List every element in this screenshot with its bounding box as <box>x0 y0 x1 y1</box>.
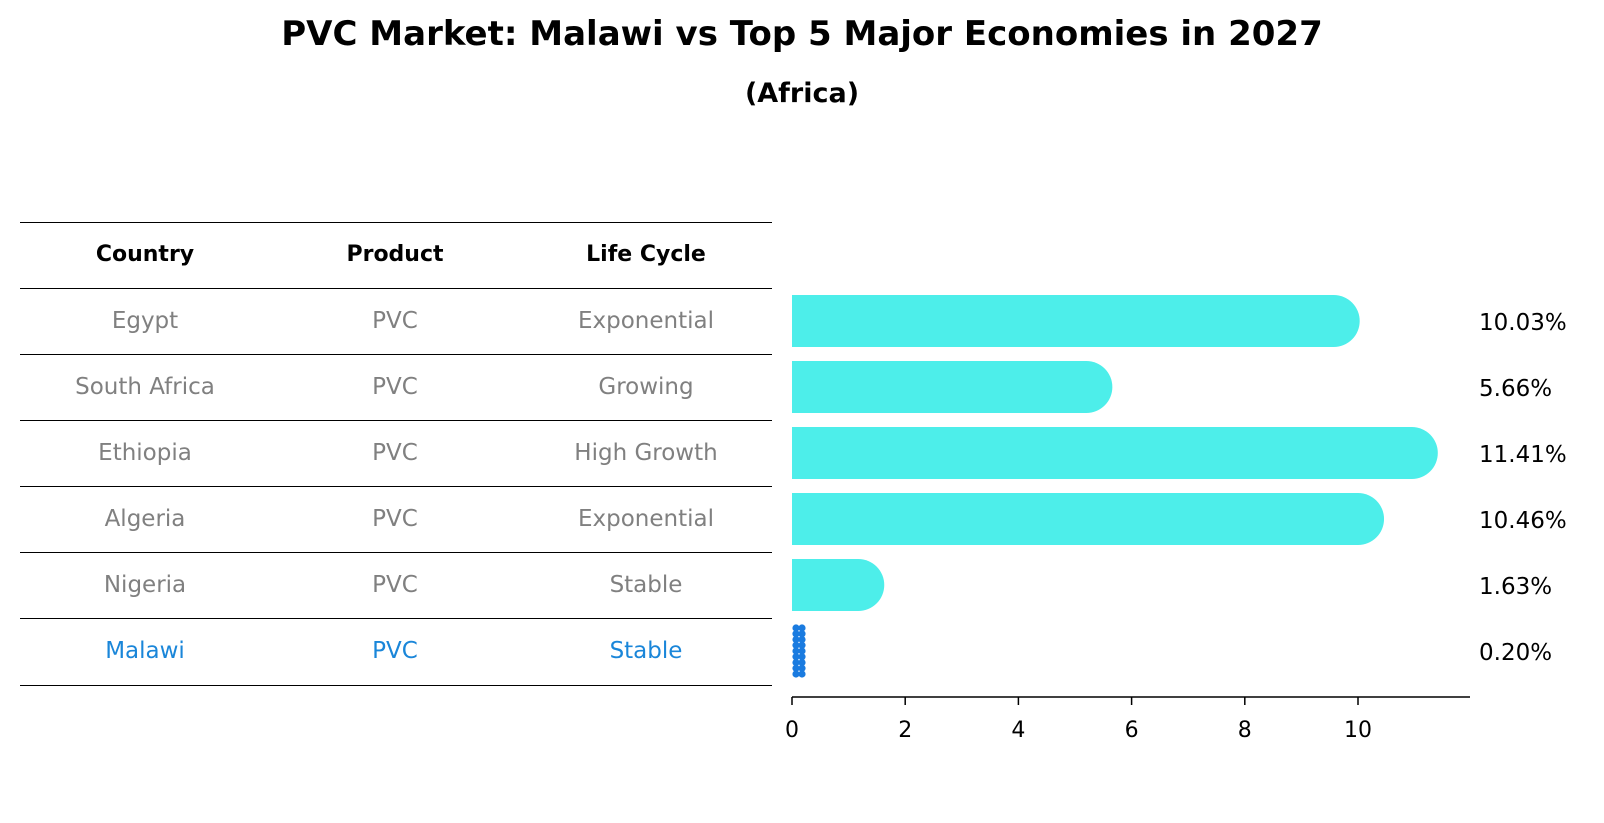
bar-south-africa <box>792 361 1113 413</box>
table-row: Nigeria PVC Stable <box>20 552 772 618</box>
x-tick-label: 8 <box>1238 718 1252 743</box>
life-cycle-cell: High Growth <box>574 440 718 466</box>
value-label-malawi: 0.20% <box>1479 640 1552 666</box>
value-label-ethiopia: 11.41% <box>1479 442 1567 468</box>
bar-dot <box>792 653 800 661</box>
bar-dot <box>792 641 800 649</box>
bars-group <box>792 295 1438 678</box>
bar-nigeria <box>792 559 885 611</box>
x-tick-label: 10 <box>1344 718 1372 743</box>
table-row: Ethiopia PVC High Growth <box>20 420 772 486</box>
bar-dot <box>798 630 806 638</box>
chart-subtitle: (Africa) <box>744 78 860 109</box>
life-cycle-cell: Stable <box>609 638 683 664</box>
value-label-nigeria: 1.63% <box>1479 574 1552 600</box>
table-row: Algeria PVC Exponential <box>20 486 772 552</box>
x-tick-label: 4 <box>1011 718 1025 743</box>
bar-dot <box>792 670 800 678</box>
x-tick-label: 2 <box>898 718 912 743</box>
value-label-algeria: 10.46% <box>1479 508 1567 534</box>
life-cycle-cell: Growing <box>598 374 694 400</box>
product-cell: PVC <box>372 374 418 400</box>
bar-ethiopia <box>792 427 1438 479</box>
bar-algeria <box>792 493 1385 545</box>
bar-malawi <box>792 624 806 678</box>
country-cell: Algeria <box>104 506 186 532</box>
bar-dot <box>798 647 806 655</box>
bar-dot <box>792 664 800 672</box>
value-label-egypt: 10.03% <box>1479 310 1567 336</box>
life-cycle-cell: Exponential <box>577 506 714 532</box>
country-cell: Ethiopia <box>98 440 192 466</box>
table-row: Egypt PVC Exponential <box>20 288 772 354</box>
bar-dot <box>798 658 806 667</box>
bar-dot <box>792 658 800 667</box>
bar-dot <box>798 670 806 678</box>
bar-dot <box>798 653 806 661</box>
bar-dot <box>792 630 800 638</box>
product-cell: PVC <box>372 440 418 466</box>
product-cell: PVC <box>372 638 418 664</box>
product-cell: PVC <box>372 506 418 532</box>
data-table: Country Product Life Cycle Egypt PVC Exp… <box>20 222 772 686</box>
country-cell: South Africa <box>75 374 215 400</box>
bar-egypt <box>792 295 1360 347</box>
country-cell: Malawi <box>105 638 185 664</box>
product-cell: PVC <box>372 572 418 598</box>
header-life-cycle: Life Cycle <box>586 242 706 267</box>
value-label-south-africa: 5.66% <box>1479 376 1552 402</box>
table-row: South Africa PVC Growing <box>20 354 772 420</box>
life-cycle-cell: Stable <box>609 572 683 598</box>
table-row-highlight: Malawi PVC Stable <box>20 618 772 686</box>
x-tick-label: 0 <box>785 718 799 743</box>
bar-dot <box>798 635 806 644</box>
bar-dot <box>798 664 806 672</box>
bar-dot <box>798 641 806 649</box>
bar-dot <box>792 624 800 632</box>
x-tick-label: 6 <box>1125 718 1139 743</box>
x-axis-ticks: 0 2 4 6 8 10 <box>785 697 1372 743</box>
bar-dot <box>792 635 800 644</box>
country-cell: Egypt <box>111 308 179 334</box>
header-product: Product <box>346 242 444 267</box>
product-cell: PVC <box>372 308 418 334</box>
bar-dot <box>798 624 806 632</box>
value-labels-group: 10.03% 5.66% 11.41% 10.46% 1.63% 0.20% <box>1479 310 1567 666</box>
table-header-row: Country Product Life Cycle <box>20 222 772 288</box>
life-cycle-cell: Exponential <box>577 308 714 334</box>
country-cell: Nigeria <box>103 572 187 598</box>
header-country: Country <box>95 242 195 267</box>
bar-dot <box>792 647 800 655</box>
chart-title: PVC Market: Malawi vs Top 5 Major Econom… <box>281 14 1323 54</box>
